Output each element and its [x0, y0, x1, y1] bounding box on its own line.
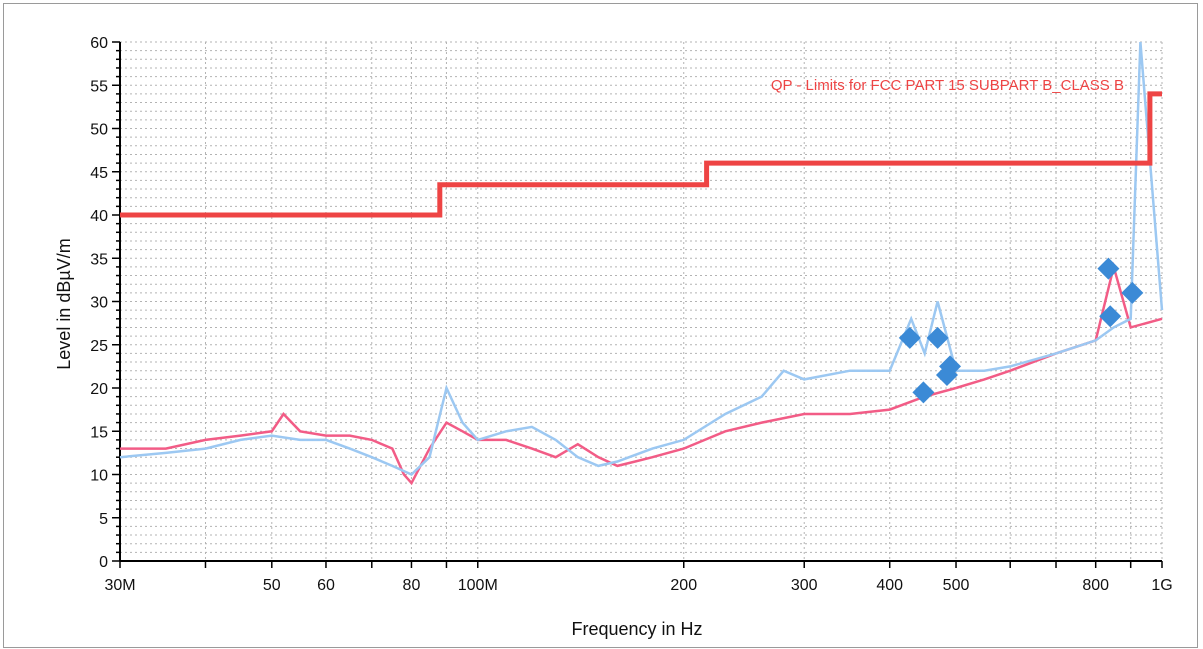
y-tick-label: 20: [90, 381, 108, 398]
y-tick-label: 35: [90, 251, 108, 268]
marker-diamond: [1099, 305, 1122, 328]
limit-annotation: QP - Limits for FCC PART 15 SUBPART B_CL…: [771, 77, 1124, 94]
y-tick-label: 40: [90, 208, 108, 225]
x-tick-label: 200: [670, 577, 697, 594]
y-tick-label: 10: [90, 468, 108, 485]
chart-frame: 0 5 10 15 20 25 30 35 40 45 50 55 60 30M 50 60 80 100M 200…: [3, 3, 1198, 648]
marker-diamond: [926, 326, 949, 349]
y-tick-label: 55: [90, 78, 108, 95]
series-line-limit: [120, 91, 1162, 218]
marker-diamond: [939, 355, 962, 378]
labels: 0 5 10 15 20 25 30 35 40 45 50 55 60 30M 50 60 80 100M 200…: [90, 35, 1172, 594]
grid: [120, 41, 1163, 561]
marker-diamond: [1121, 281, 1144, 304]
y-tick-label: 50: [90, 122, 108, 139]
y-tick-label: 30: [90, 295, 108, 312]
x-tick-label: 100M: [458, 577, 498, 594]
x-tick-label: 400: [876, 577, 903, 594]
y-axis-title: Level in dBµV/m: [54, 238, 74, 369]
marker-diamond: [1097, 257, 1120, 280]
x-tick-label: 80: [403, 577, 421, 594]
x-tick-label: 800: [1082, 577, 1109, 594]
x-tick-label: 1G: [1151, 577, 1172, 594]
series: [119, 41, 1164, 486]
x-tick-label: 500: [943, 577, 970, 594]
series-line-horizontal: [120, 261, 1163, 486]
axes: [112, 41, 1163, 568]
x-tick-label: 30M: [104, 577, 135, 594]
marker-diamond: [898, 326, 921, 349]
y-tick-label: 45: [90, 165, 108, 182]
x-axis-title: Frequency in Hz: [571, 619, 702, 639]
y-tick-label: 5: [99, 511, 108, 528]
series-line-vertical: [119, 41, 1164, 476]
y-tick-label: 60: [90, 35, 108, 52]
x-tick-label: 50: [263, 577, 281, 594]
emission-chart: 0 5 10 15 20 25 30 35 40 45 50 55 60 30M 50 60 80 100M 200…: [54, 35, 1173, 639]
markers: [898, 257, 1144, 404]
marker-diamond: [912, 381, 935, 404]
x-tick-label: 300: [791, 577, 818, 594]
y-tick-label: 0: [99, 554, 108, 571]
y-tick-label: 25: [90, 338, 108, 355]
x-tick-label: 60: [317, 577, 335, 594]
y-tick-label: 15: [90, 424, 108, 441]
